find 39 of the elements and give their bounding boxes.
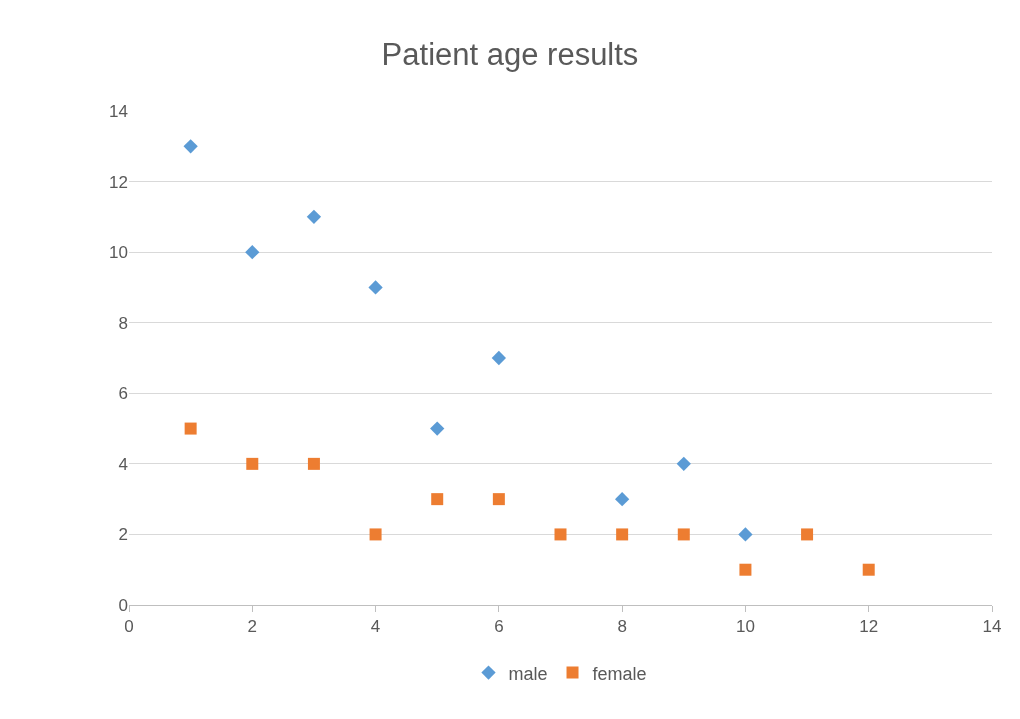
point — [430, 421, 445, 436]
legend-label: male — [508, 663, 548, 684]
point — [739, 563, 752, 576]
point — [368, 280, 383, 295]
y-tick-label: 12 — [109, 172, 128, 192]
y-tick-label: 14 — [109, 101, 128, 121]
point — [677, 528, 690, 541]
x-tick-label: 6 — [494, 617, 504, 637]
x-tick-label: 8 — [617, 617, 627, 637]
y-tick-label: 2 — [118, 525, 128, 545]
chart-title: Patient age results — [381, 36, 639, 72]
point — [183, 139, 198, 154]
x-tick-label: 14 — [982, 617, 1002, 637]
point — [369, 528, 382, 541]
y-tick-label: 0 — [118, 595, 128, 615]
point — [184, 422, 197, 435]
point — [676, 456, 691, 472]
point — [306, 209, 322, 225]
point — [554, 528, 567, 541]
y-tick-label: 8 — [118, 313, 128, 333]
x-tick-label: 10 — [735, 617, 755, 637]
legend-label: female — [592, 663, 647, 684]
point — [616, 528, 629, 541]
point — [491, 350, 507, 366]
x-tick-label: 2 — [247, 617, 258, 637]
y-tick-label: 10 — [109, 243, 128, 263]
point — [614, 491, 630, 507]
point — [492, 493, 505, 506]
point — [738, 527, 753, 542]
point — [862, 563, 875, 576]
point — [431, 493, 444, 506]
point — [246, 457, 259, 470]
point — [307, 457, 320, 470]
point — [245, 244, 260, 260]
point — [801, 528, 814, 541]
x-tick-label: 4 — [370, 617, 381, 637]
y-tick-label: 4 — [118, 454, 128, 474]
y-tick-label: 6 — [118, 384, 128, 404]
x-tick-label: 12 — [859, 617, 879, 637]
